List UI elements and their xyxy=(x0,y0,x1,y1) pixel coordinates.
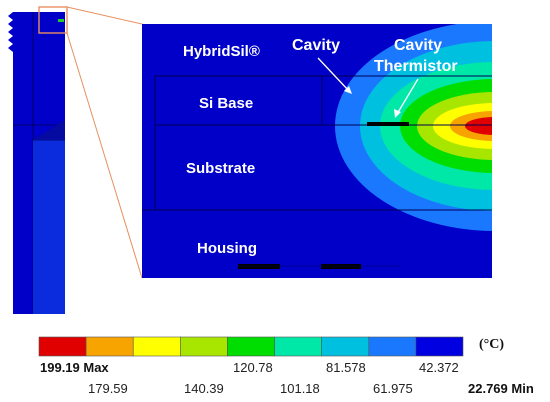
zoom-region-box xyxy=(38,6,68,34)
legend-top-label-4: 42.372 xyxy=(419,360,459,375)
thermistor-arrow xyxy=(396,78,419,115)
label-cavity-thermistor-line1: Cavity xyxy=(394,37,442,54)
full-model-view xyxy=(8,12,65,314)
color-legend-bar xyxy=(38,336,464,357)
legend-min-label: 22.769 Min xyxy=(468,381,534,396)
legend-swatch xyxy=(227,336,275,357)
zoomed-panel xyxy=(142,24,492,278)
cavity-arrowhead xyxy=(344,86,352,94)
thermistor-arrowhead xyxy=(394,109,401,118)
zoom-connector-bottom xyxy=(66,32,143,279)
scale-bar-right xyxy=(321,264,361,269)
thermistor-bar xyxy=(367,122,409,126)
scale-bar-left xyxy=(238,264,280,269)
legend-swatch xyxy=(38,336,87,357)
label-hybridsil: HybridSil® xyxy=(183,43,260,60)
legend-top-label-2: 120.78 xyxy=(233,360,273,375)
legend-top-label-3: 81.578 xyxy=(326,360,366,375)
zoom-connector-top xyxy=(66,6,143,25)
label-substrate: Substrate xyxy=(186,160,255,177)
legend-swatch xyxy=(321,336,370,357)
legend-swatch xyxy=(415,336,464,357)
legend-bottom-label-3: 101.18 xyxy=(280,381,320,396)
legend-unit: (°C) xyxy=(479,337,505,352)
legend-swatch xyxy=(132,336,181,357)
legend-swatch xyxy=(85,336,134,357)
label-cavity: Cavity xyxy=(292,37,340,54)
label-si-base: Si Base xyxy=(199,95,253,112)
legend-bottom-label-1: 179.59 xyxy=(88,381,128,396)
label-housing: Housing xyxy=(197,240,257,257)
legend-bottom-label-4: 61.975 xyxy=(373,381,413,396)
legend-swatch xyxy=(274,336,322,357)
legend-max-label: 199.19 Max xyxy=(40,360,109,375)
legend-bottom-label-2: 140.39 xyxy=(184,381,224,396)
label-cavity-thermistor-line2: Thermistor xyxy=(374,58,458,75)
cavity-arrow xyxy=(317,57,350,92)
legend-swatch xyxy=(180,336,228,357)
legend-swatch xyxy=(368,336,417,357)
